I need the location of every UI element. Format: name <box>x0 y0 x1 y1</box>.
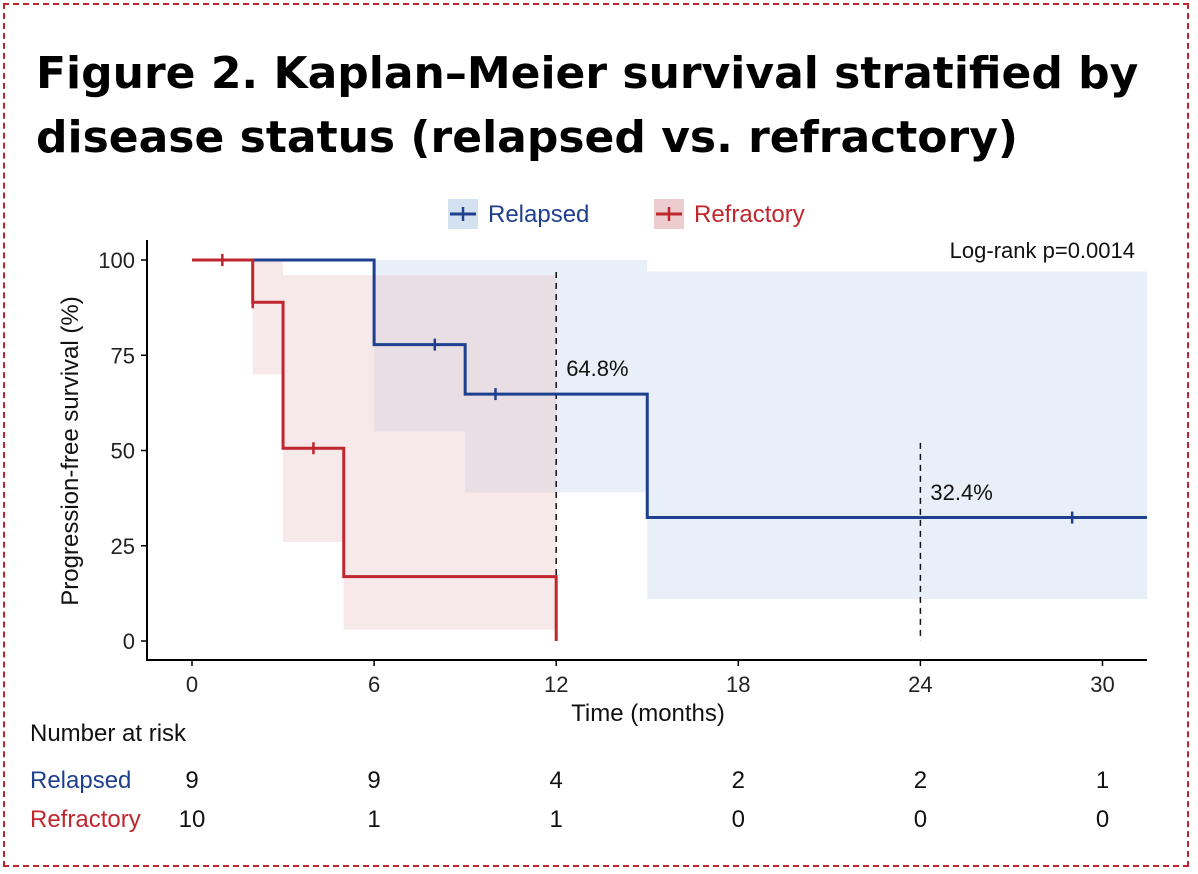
x-tick-label: 12 <box>544 672 568 697</box>
axes: 0 25 50 75 100 0 6 12 18 24 30 <box>98 240 1147 697</box>
risk-count-relapsed: 2 <box>732 767 745 794</box>
y-tick-label: 0 <box>123 629 135 654</box>
y-axis-title: Progression-free survival (%) <box>57 296 84 605</box>
risk-row-label-relapsed: Relapsed <box>30 767 131 794</box>
x-tick-label: 6 <box>368 672 380 697</box>
ci-band-relapsed <box>647 271 1147 600</box>
y-tick-label: 50 <box>111 439 135 464</box>
risk-count-refractory: 0 <box>1096 806 1109 833</box>
km-curve-relapsed <box>192 258 1147 520</box>
risk-count-relapsed: 9 <box>367 767 380 794</box>
risk-count-refractory: 10 <box>179 806 206 833</box>
legend: Relapsed Refractory <box>448 199 805 229</box>
y-tick-label: 25 <box>111 534 135 559</box>
risk-count-relapsed: 2 <box>914 767 927 794</box>
logrank-annotation: Log-rank p=0.0014 <box>950 238 1135 263</box>
risk-count-refractory: 0 <box>914 806 927 833</box>
km-curve-refractory <box>192 258 558 641</box>
risk-table-title: Number at risk <box>30 720 187 747</box>
ci-band-refractory <box>343 275 557 630</box>
x-axis-title: Time (months) <box>571 700 725 727</box>
legend-label-refractory: Refractory <box>694 201 805 228</box>
figure-frame <box>3 3 1189 867</box>
confidence-bands <box>252 260 1147 630</box>
x-tick-label: 18 <box>726 672 750 697</box>
risk-row-label-refractory: Refractory <box>30 806 141 833</box>
x-tick-label: 0 <box>186 672 198 697</box>
reference-label-24: 32.4% <box>930 480 992 505</box>
y-tick-label: 75 <box>111 343 135 368</box>
survival-curves <box>192 258 1147 641</box>
risk-count-refractory: 0 <box>732 806 745 833</box>
ci-band-refractory <box>283 275 344 542</box>
risk-count-relapsed: 1 <box>1096 767 1109 794</box>
risk-count-relapsed: 4 <box>550 767 563 794</box>
x-tick-label: 30 <box>1090 672 1114 697</box>
legend-label-relapsed: Relapsed <box>488 201 589 228</box>
figure-title: Figure 2. Kaplan–Meier survival stratifi… <box>36 48 1139 163</box>
risk-count-refractory: 1 <box>367 806 380 833</box>
risk-count-refractory: 1 <box>550 806 563 833</box>
censor-marks <box>221 254 1074 524</box>
ci-band-refractory <box>252 260 284 375</box>
reference-lines: 64.8% 32.4% <box>555 272 993 641</box>
x-tick-label: 24 <box>908 672 932 697</box>
y-tick-label: 100 <box>98 248 135 273</box>
chart-labels: Time (months) Progression-free survival (… <box>57 238 1135 727</box>
reference-label-12: 64.8% <box>566 356 628 381</box>
risk-count-relapsed: 9 <box>185 767 198 794</box>
